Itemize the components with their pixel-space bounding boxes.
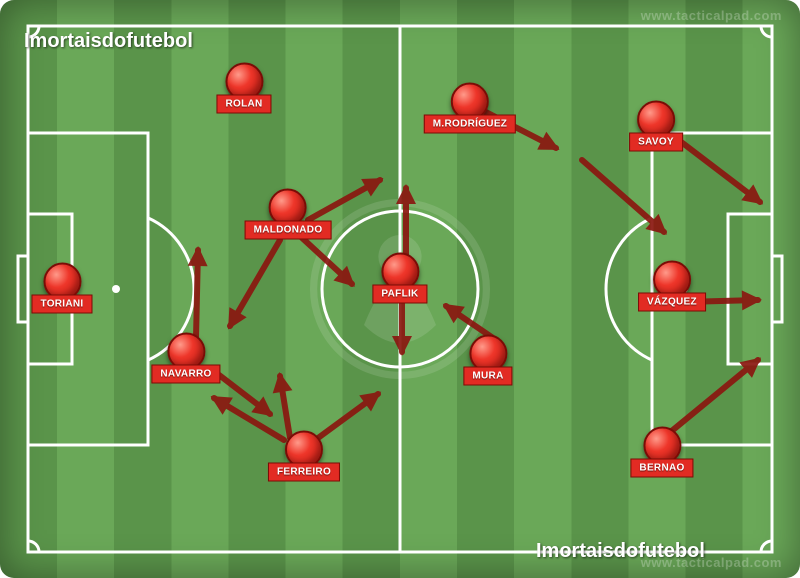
player-label: TORIANI xyxy=(31,295,92,314)
player-label: VÁZQUEZ xyxy=(638,293,706,312)
player-label: SAVOY xyxy=(629,133,683,152)
player-label: NAVARRO xyxy=(151,365,220,384)
player-label: BERNAO xyxy=(630,459,693,478)
brand-text-top: Imortaisdofutebol xyxy=(24,30,193,53)
player-vazquez[interactable]: VÁZQUEZ xyxy=(638,261,706,312)
player-label: M.RODRÍGUEZ xyxy=(424,115,516,134)
brand-text-bottom: Imortaisdofutebol xyxy=(536,540,705,563)
player-mrod[interactable]: M.RODRÍGUEZ xyxy=(424,83,516,134)
player-maldonado[interactable]: MALDONADO xyxy=(245,189,332,240)
player-label: MALDONADO xyxy=(245,221,332,240)
player-label: ROLAN xyxy=(216,95,271,114)
player-toriani[interactable]: TORIANI xyxy=(31,263,92,314)
player-rolan[interactable]: ROLAN xyxy=(216,63,271,114)
player-label: PAFLIK xyxy=(372,285,427,304)
watermark-top: www.tacticalpad.com xyxy=(641,8,782,23)
player-label: MURA xyxy=(463,367,512,386)
player-label: FERREIRO xyxy=(268,463,340,482)
player-mura[interactable]: MURA xyxy=(463,335,512,386)
player-navarro[interactable]: NAVARRO xyxy=(151,333,220,384)
player-bernao[interactable]: BERNAO xyxy=(630,427,693,478)
player-savoy[interactable]: SAVOY xyxy=(629,101,683,152)
player-ferreiro[interactable]: FERREIRO xyxy=(268,431,340,482)
player-paflik[interactable]: PAFLIK xyxy=(372,253,427,304)
